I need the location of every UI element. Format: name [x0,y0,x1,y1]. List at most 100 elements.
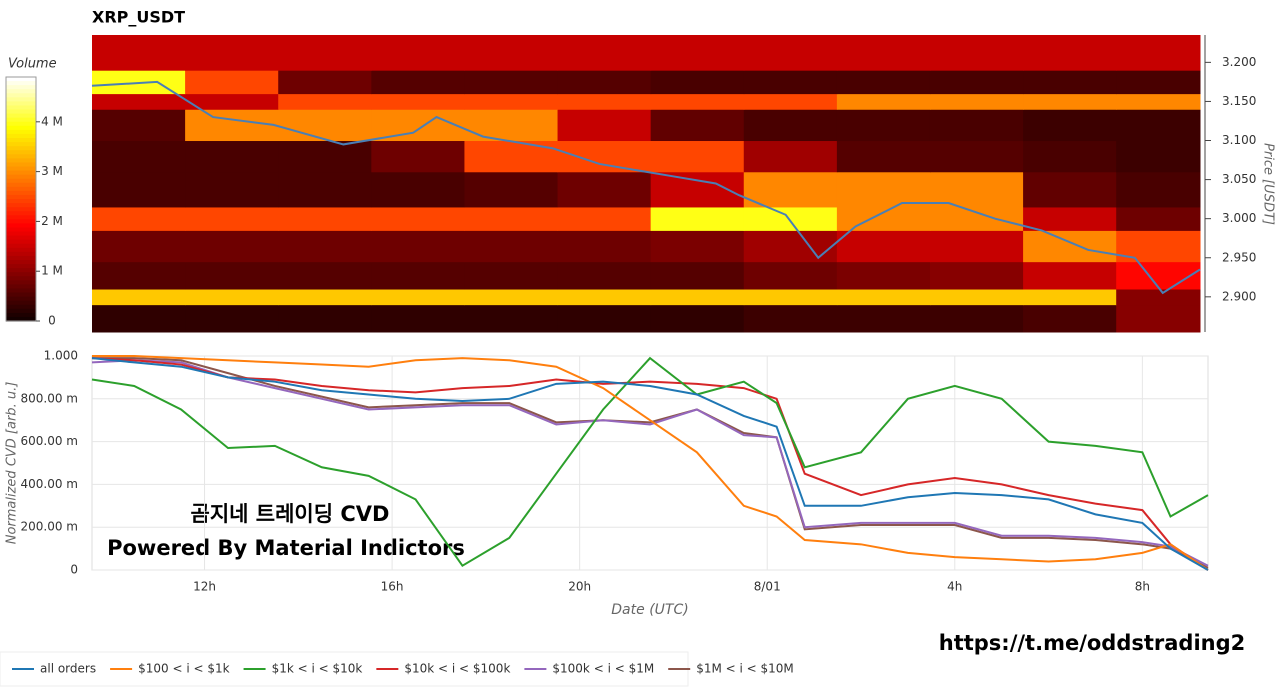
heatmap-cell [1116,289,1201,306]
heatmap-cell [836,289,931,306]
heatmap-cell [278,140,372,173]
heatmap-cell [371,70,465,95]
colorbar-swatch [6,304,36,310]
heatmap-cell [371,230,465,263]
heatmap-cell [371,206,465,231]
legend-label[interactable]: $100 < i < $1k [138,662,230,676]
x-tick-label: 8/01 [754,580,781,594]
heatmap-cell [185,304,279,333]
heatmap-cell [650,35,745,71]
colorbar-swatch [6,109,36,115]
heatmap-cell [278,261,372,290]
heatmap-cell [836,109,931,142]
colorbar-swatch [6,190,36,196]
colorbar-swatch [6,268,36,273]
heatmap-cell [278,93,372,110]
heatmap-cell [650,70,745,95]
colorbar-swatch [6,182,36,188]
colorbar-swatch [6,142,36,147]
heatmap-cell [557,93,652,110]
heatmap-cell [557,206,652,231]
heatmap-cell [278,171,372,208]
colorbar-swatch [6,280,36,285]
colorbar-tick-label: 2 M [41,214,63,228]
y-tick-label: 2.900 [1222,289,1256,303]
heatmap-cell [464,109,559,142]
heatmap-cell [278,109,372,142]
heatmap-cell [836,304,931,333]
heatmap-cell [185,289,279,306]
heatmap-cell [464,261,559,290]
heatmap-cell [743,261,838,290]
heatmap-cell [836,261,931,290]
heatmap-cell [278,70,372,95]
heatmap-cell [464,230,559,263]
colorbar-swatch [6,138,36,143]
legend-label[interactable]: all orders [40,662,96,676]
heatmap-cell [743,230,838,263]
heatmap-cell [1023,140,1117,173]
legend-label[interactable]: $10k < i < $100k [404,662,510,676]
y-tick-label: 600.00 m [21,434,79,448]
heatmap-cell [92,140,186,173]
heatmap-cell [464,171,559,208]
heatmap-cell [1116,93,1201,110]
heatmap-cell [836,35,931,71]
heatmap-cell [185,70,279,95]
heatmap-cell [557,109,652,142]
legend-label[interactable]: $1M < i < $10M [696,662,794,676]
heatmap-cell [371,171,465,208]
heatmap-cell [743,304,838,333]
heatmap-cell [743,35,838,71]
heatmap-cell [836,171,931,208]
watermark: Powered By Material Indictors [107,536,465,560]
heatmap-cell [743,70,838,95]
colorbar-swatch [6,133,36,139]
legend-label[interactable]: $100k < i < $1M [552,662,654,676]
heatmap-cell [464,35,559,71]
heatmap-cell [650,289,745,306]
heatmap-cell [1023,206,1117,231]
heatmap-cell [650,230,745,263]
heatmap-cell [1023,261,1117,290]
heatmap-cell [92,230,186,263]
heatmap-cell [836,206,931,231]
cvd-line [91,357,1209,571]
heatmap-cell [92,109,186,142]
heatmap-cell [650,171,745,208]
heatmap-cell [557,230,652,263]
colorbar-swatch [6,243,36,249]
cvd-line [92,357,1209,569]
y-axis-label: Price [USDT] [1261,143,1276,225]
legend-label[interactable]: $1k < i < $10k [272,662,363,676]
colorbar-swatch [6,194,36,200]
colorbar-swatch [6,255,36,261]
heatmap-cell [371,140,465,173]
heatmap-cell [743,289,838,306]
heatmap-cell [929,304,1024,333]
heatmap-cell [929,70,1024,95]
heatmap-cell [464,206,559,231]
colorbar-tick-label: 3 M [41,164,63,178]
heatmap-cell [1116,304,1201,333]
heatmap-cell [278,289,372,306]
heatmap-cell [1116,140,1201,173]
colorbar-swatch [6,231,36,237]
colorbar-swatch [6,316,36,322]
colorbar-swatch [6,117,36,123]
colorbar-swatch [6,296,36,302]
colorbar-swatch [6,199,36,204]
y-tick-label: 800.00 m [21,391,79,405]
heatmap-cell [743,109,838,142]
y-tick-label: 0 [70,563,78,577]
colorbar-swatch [6,207,36,212]
heatmap-cell [557,140,652,173]
heatmap-cell [929,140,1024,173]
colorbar-swatch [6,113,36,119]
x-axis-label: Date (UTC) [611,602,688,618]
colorbar-swatch [6,251,36,257]
heatmap-cell [557,304,652,333]
heatmap-cell [743,171,838,208]
colorbar-swatch [6,166,36,172]
heatmap-cell [1116,171,1201,208]
